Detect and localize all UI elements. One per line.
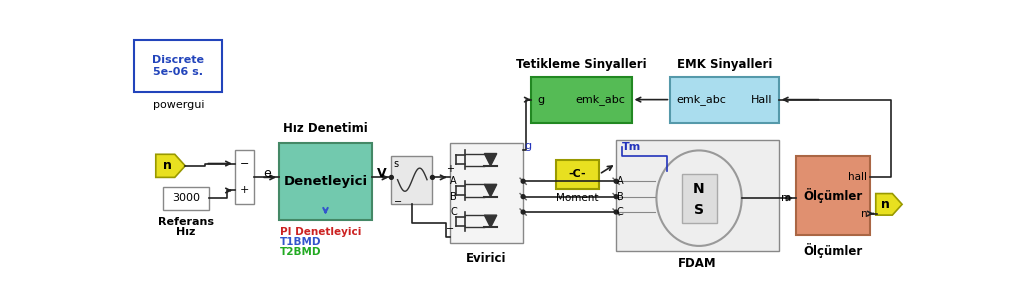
Text: Hız Denetimi: Hız Denetimi [283,122,368,135]
Text: Tetikleme Sinyalleri: Tetikleme Sinyalleri [516,58,647,71]
Polygon shape [484,215,497,227]
Text: -C-: -C- [569,169,586,179]
Polygon shape [484,184,497,197]
Text: n: n [882,198,890,211]
Text: Hız: Hız [176,227,195,237]
Text: g: g [537,95,544,105]
FancyBboxPatch shape [392,156,433,204]
Text: PI Denetleyici: PI Denetleyici [279,227,361,237]
Text: C: C [450,207,457,217]
Circle shape [521,195,525,199]
FancyBboxPatch shape [557,160,599,189]
Circle shape [521,179,525,183]
Text: s: s [394,159,399,169]
Text: Referans: Referans [158,217,214,227]
Text: Moment: Moment [557,193,598,203]
Text: N: N [694,182,705,196]
Polygon shape [484,154,497,166]
FancyBboxPatch shape [449,143,523,243]
Text: Ölçümler: Ölçümler [803,188,862,202]
Text: T1BMD: T1BMD [279,237,321,247]
Text: n: n [860,209,868,219]
Text: n: n [163,159,172,172]
Ellipse shape [657,150,742,246]
Text: Discrete
5e-06 s.: Discrete 5e-06 s. [152,55,205,77]
Text: Denetleyici: Denetleyici [283,175,367,188]
Text: T2BMD: T2BMD [279,247,321,257]
Text: Tm: Tm [622,142,641,152]
Text: m: m [782,193,792,203]
Text: V: V [377,167,387,180]
Text: hall: hall [848,172,868,181]
Circle shape [390,175,393,179]
Circle shape [521,210,525,214]
Text: −: − [394,197,402,207]
Text: 3000: 3000 [172,193,201,203]
Text: Hall: Hall [751,95,772,105]
Text: emk_abc: emk_abc [576,94,625,105]
Text: −: − [446,224,454,233]
Text: +: + [239,185,249,195]
FancyBboxPatch shape [682,174,717,223]
Circle shape [614,179,618,183]
Text: emk_abc: emk_abc [676,94,726,105]
FancyBboxPatch shape [134,40,222,92]
Text: Ölçümler: Ölçümler [803,243,862,258]
Text: EMK Sinyalleri: EMK Sinyalleri [677,58,772,71]
Text: C: C [617,207,624,217]
Text: S: S [694,203,704,217]
Circle shape [614,195,618,199]
Text: e: e [264,167,271,180]
Circle shape [431,175,435,179]
Text: A: A [617,176,624,186]
Text: −: − [239,158,249,168]
FancyBboxPatch shape [531,77,631,123]
Text: B: B [450,192,457,202]
FancyBboxPatch shape [670,77,779,123]
FancyBboxPatch shape [279,143,372,220]
FancyBboxPatch shape [235,150,254,204]
FancyBboxPatch shape [163,187,210,210]
Text: B: B [617,192,624,202]
FancyBboxPatch shape [616,140,779,250]
Circle shape [614,210,618,214]
Text: Evirici: Evirici [465,252,506,265]
Text: FDAM: FDAM [678,257,717,271]
Text: g: g [524,141,531,151]
Text: powergui: powergui [152,100,204,110]
Polygon shape [876,194,902,215]
FancyBboxPatch shape [796,156,871,235]
Text: A: A [450,176,457,186]
Text: +: + [446,164,454,174]
Polygon shape [155,154,185,178]
